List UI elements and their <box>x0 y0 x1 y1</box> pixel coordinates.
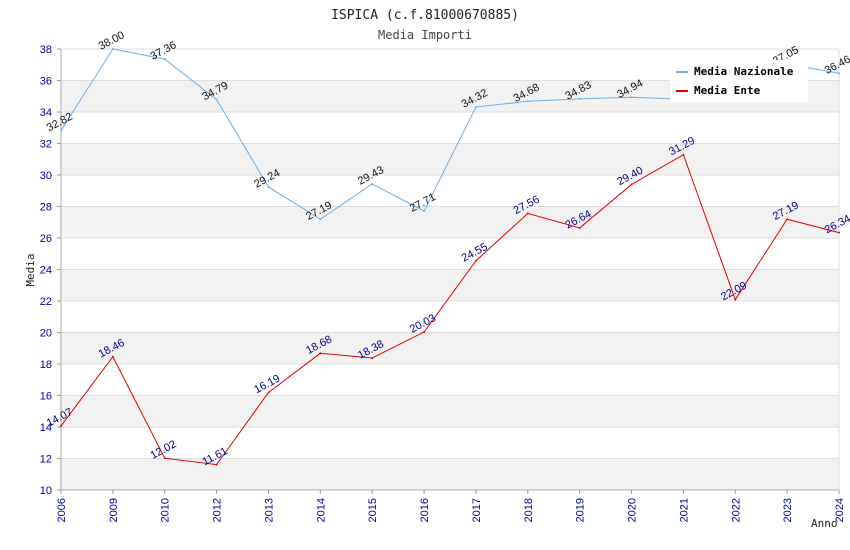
x-tick-label: 2012 <box>212 498 224 522</box>
x-tick-label: 2016 <box>419 498 431 522</box>
data-point <box>578 226 581 229</box>
grid-band <box>61 395 839 427</box>
y-tick-label: 30 <box>40 170 52 182</box>
x-tick-label: 2013 <box>263 498 275 522</box>
data-point <box>60 424 62 427</box>
data-point <box>319 352 322 355</box>
x-tick-label: 2020 <box>627 498 639 522</box>
data-point <box>267 185 270 188</box>
grid-bands <box>60 48 840 491</box>
grid-band <box>61 112 839 144</box>
chart-subtitle: Media Importi <box>378 28 472 42</box>
data-point <box>371 182 374 185</box>
data-point <box>578 97 581 100</box>
grid-band <box>61 238 839 270</box>
grid-band <box>61 175 839 207</box>
data-point <box>111 355 114 358</box>
data-point <box>423 210 426 213</box>
grid-band <box>61 364 839 396</box>
data-point <box>319 218 322 221</box>
legend: Media Nazionale Media Ente <box>670 60 808 102</box>
y-tick-label: 26 <box>40 233 52 245</box>
data-point <box>474 105 477 108</box>
data-point <box>371 357 374 360</box>
x-tick-label: 2010 <box>160 498 172 522</box>
x-tick-label: 2021 <box>678 498 690 522</box>
x-axis-ticks: 2006 2009 2010 2012 2013 2014 2015 2016 2017 2018… <box>56 490 846 522</box>
y-tick-label: 34 <box>40 107 52 119</box>
x-axis-label: Anno <box>811 517 838 530</box>
y-tick-label: 32 <box>40 139 52 151</box>
x-tick-label: 2017 <box>471 498 483 522</box>
series-line-ente <box>60 153 840 466</box>
y-tick-label: 20 <box>40 328 52 340</box>
data-point <box>838 72 840 75</box>
data-point <box>526 100 529 103</box>
y-tick-label: 22 <box>40 296 52 308</box>
data-point <box>215 463 218 466</box>
y-axis-ticks: 10 12 14 16 18 20 22 24 26 28 30 32 34 36 38 <box>40 44 61 497</box>
x-tick-label: 2018 <box>523 498 535 522</box>
y-tick-label: 36 <box>40 76 52 88</box>
x-tick-label: 2009 <box>108 498 120 522</box>
x-tick-label: 2014 <box>315 498 327 522</box>
grid-band <box>61 332 839 364</box>
y-tick-label: 14 <box>40 422 52 434</box>
data-point <box>267 391 270 394</box>
grid-band <box>61 427 839 459</box>
data-point <box>60 129 62 132</box>
chart-title: ISPICA (c.f.81000670885) <box>331 8 519 23</box>
y-axis-label: Media <box>24 253 37 286</box>
y-tick-label: 28 <box>40 202 52 214</box>
legend-label-ente: Media Ente <box>694 84 761 97</box>
data-point <box>838 231 840 234</box>
data-point <box>111 48 114 50</box>
data-point <box>163 58 166 61</box>
grid-band <box>61 301 839 333</box>
data-point <box>163 457 166 460</box>
grid-band <box>61 458 839 490</box>
data-point <box>734 298 737 301</box>
data-point <box>474 259 477 262</box>
x-tick-label: 2024 <box>834 498 846 522</box>
legend-box <box>670 60 808 102</box>
data-point <box>630 96 633 99</box>
data-point <box>682 153 685 156</box>
y-tick-label: 38 <box>40 44 52 56</box>
data-point <box>215 98 218 101</box>
x-tick-label: 2015 <box>367 498 379 522</box>
data-point <box>630 183 633 186</box>
y-tick-label: 16 <box>40 391 52 403</box>
legend-label-nazionale: Media Nazionale <box>694 65 794 78</box>
grid-band <box>61 206 839 238</box>
x-tick-label: 2006 <box>56 498 68 522</box>
x-tick-label: 2022 <box>730 498 742 522</box>
x-tick-label: 2019 <box>575 498 587 522</box>
y-tick-label: 24 <box>40 265 52 277</box>
data-point <box>423 331 426 334</box>
y-tick-label: 18 <box>40 359 52 371</box>
y-tick-label: 12 <box>40 454 52 466</box>
x-tick-label: 2023 <box>782 498 794 522</box>
data-point <box>786 218 789 221</box>
y-tick-label: 10 <box>40 485 52 497</box>
data-point <box>526 212 529 215</box>
